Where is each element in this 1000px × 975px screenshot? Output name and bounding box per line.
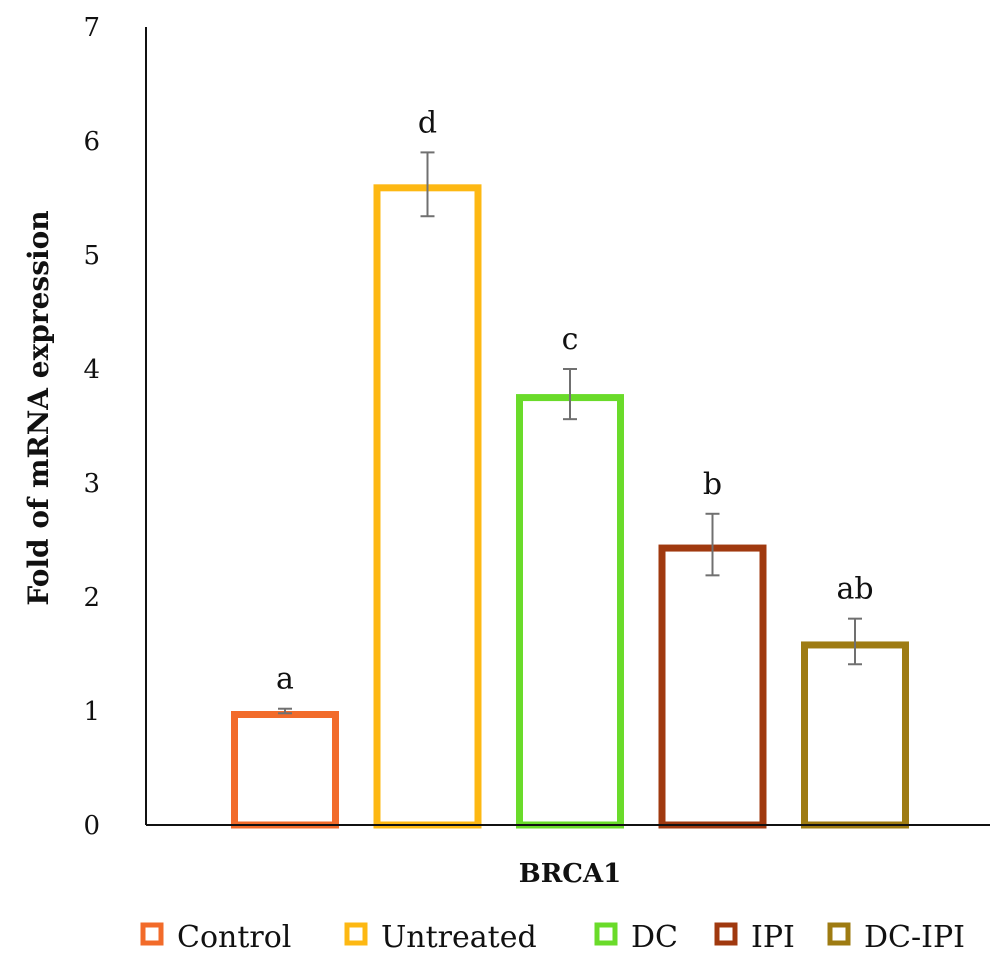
y-tick-label: 0 <box>83 811 100 841</box>
bar-dc-ipi <box>801 641 909 829</box>
legend-label: Control <box>177 920 291 955</box>
significance-label: b <box>703 467 722 502</box>
y-tick-label: 6 <box>83 127 100 157</box>
bar-dc <box>516 394 624 829</box>
y-axis-ticks: 0 1 2 3 4 5 6 7 <box>83 13 100 841</box>
bar-ipi <box>658 544 767 829</box>
y-tick-label: 4 <box>83 355 100 385</box>
legend-label: DC-IPI <box>864 920 965 955</box>
error-bars <box>278 151 862 715</box>
bar-untreated <box>373 184 482 829</box>
legend-label: DC <box>631 920 678 955</box>
legend-swatch <box>827 922 851 946</box>
legend-swatch <box>714 922 738 946</box>
y-tick-label: 3 <box>83 469 100 499</box>
bars <box>231 184 909 829</box>
y-axis-title: Fold of mRNA expression <box>22 210 55 605</box>
bar-control <box>231 711 339 829</box>
y-tick-label: 1 <box>83 697 100 727</box>
y-tick-label: 5 <box>83 241 100 271</box>
significance-label: d <box>418 105 437 140</box>
significance-label: a <box>276 662 294 697</box>
significance-label: c <box>562 322 579 357</box>
significance-label: ab <box>836 572 873 607</box>
legend-label: IPI <box>751 920 795 955</box>
y-tick-label: 2 <box>83 583 100 613</box>
legend-swatch <box>140 922 164 946</box>
legend-swatch <box>594 922 618 946</box>
y-tick-label: 7 <box>83 13 100 43</box>
x-axis-title: BRCA1 <box>519 859 622 889</box>
significance-labels: a d c b ab <box>276 105 873 696</box>
legend-swatch <box>344 922 368 946</box>
legend: Control Untreated DC IPI DC-IPI <box>140 920 965 955</box>
legend-label: Untreated <box>381 920 537 955</box>
